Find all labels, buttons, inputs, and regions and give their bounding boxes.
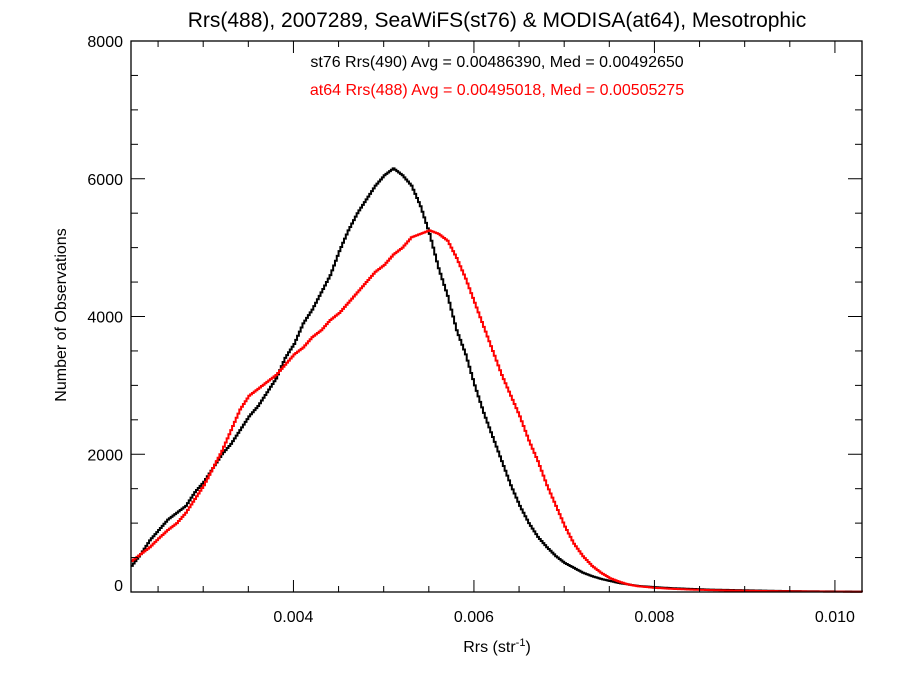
x-axis-label-superscript: -1: [516, 637, 526, 649]
x-axis-label-base: Rrs (str: [463, 639, 516, 656]
legend-entry-st76: st76 Rrs(490) Avg = 0.00486390, Med = 0.…: [310, 54, 683, 71]
x-tick-label: 0.010: [815, 609, 855, 626]
plot-frame: [130, 40, 863, 593]
y-axis: 0 2000 4000 6000 8000: [87, 34, 862, 595]
legend: st76 Rrs(490) Avg = 0.00486390, Med = 0.…: [310, 54, 684, 99]
x-axis-label-end: ): [525, 639, 530, 656]
y-tick-label: 2000: [87, 447, 123, 464]
x-tick-label: 0.006: [454, 609, 494, 626]
x-tick-label: 0.008: [634, 609, 674, 626]
x-axis: 0.004 0.006 0.008 0.010: [157, 41, 855, 626]
y-tick-label: 0: [114, 578, 123, 595]
series-line-at64: [131, 229, 863, 593]
y-tick-label: 6000: [87, 172, 123, 189]
y-tick-label: 4000: [87, 310, 123, 327]
series-line-st76: [131, 167, 863, 593]
y-axis-label: Number of Observations: [53, 228, 70, 401]
x-tick-label: 0.004: [273, 609, 313, 626]
legend-entry-at64: at64 Rrs(488) Avg = 0.00495018, Med = 0.…: [310, 82, 684, 99]
chart-title: Rrs(488), 2007289, SeaWiFS(st76) & MODIS…: [188, 9, 807, 32]
plot-area: [131, 167, 863, 593]
x-axis-label: Rrs (str-1): [463, 637, 531, 656]
y-tick-label: 8000: [87, 34, 123, 51]
